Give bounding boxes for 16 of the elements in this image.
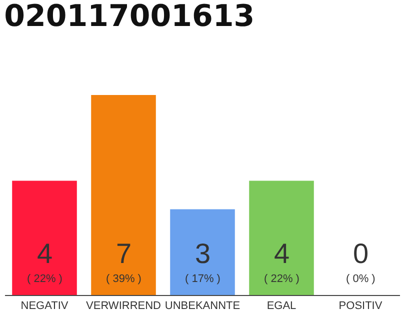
data-label: 0 <box>353 238 369 269</box>
annotation: ( 39% ) <box>106 273 142 285</box>
x-tick-label: UNBEKANNTE <box>164 300 240 312</box>
annotation: ( 17% ) <box>185 273 220 285</box>
data-label: 3 <box>195 238 211 269</box>
x-tick-label: POSITIV <box>338 300 383 312</box>
chart-title: 020117001613 <box>4 0 255 34</box>
x-tick-label: VERWIRREND <box>86 300 162 312</box>
annotation: ( 22% ) <box>27 273 62 285</box>
annotation: ( 0% ) <box>346 273 376 285</box>
x-tick-label: EGAL <box>266 300 296 312</box>
data-label: 4 <box>274 238 290 269</box>
annotation: ( 22% ) <box>264 273 300 285</box>
x-tick-label: NEGATIV <box>20 300 69 312</box>
data-label: 4 <box>37 238 53 269</box>
data-label: 7 <box>116 238 132 269</box>
